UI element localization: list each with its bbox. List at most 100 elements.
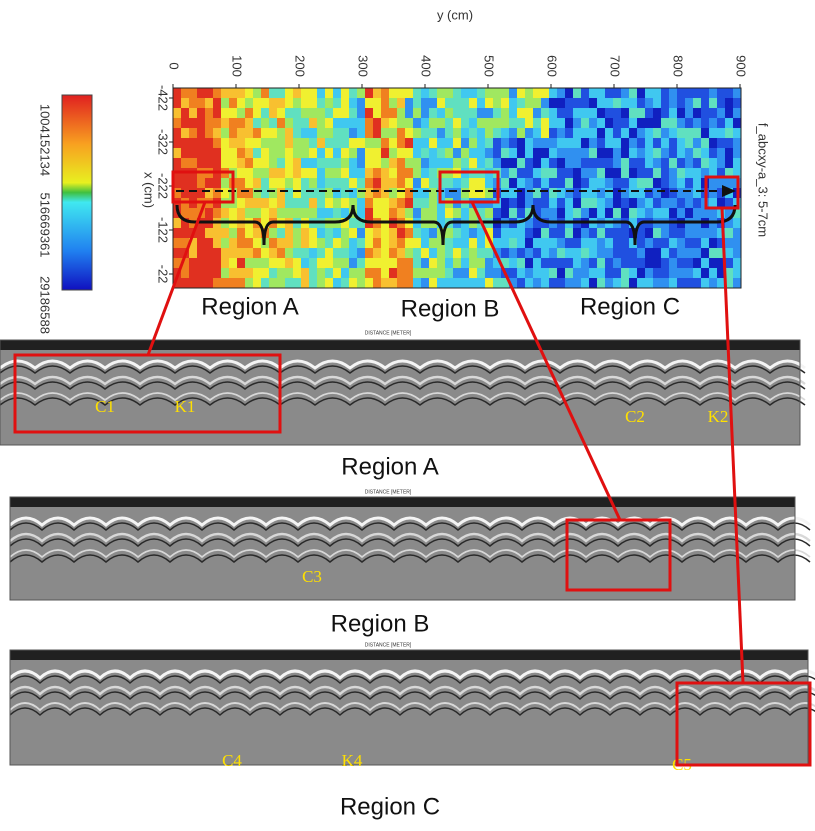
heatmap-cell bbox=[677, 188, 685, 198]
heatmap-cell bbox=[261, 268, 269, 278]
heatmap-cell bbox=[685, 108, 693, 118]
y-tick-label: 0 bbox=[167, 62, 182, 69]
heatmap-cell bbox=[525, 88, 533, 98]
heatmap-cell bbox=[173, 278, 181, 288]
heatmap-cell bbox=[589, 228, 597, 238]
heatmap-cell bbox=[589, 108, 597, 118]
heatmap-cell bbox=[293, 108, 301, 118]
heatmap-cell bbox=[549, 168, 557, 178]
heatmap-cell bbox=[245, 138, 253, 148]
heatmap-cell bbox=[365, 208, 373, 218]
heatmap-cell bbox=[605, 248, 613, 258]
x-tick-label: -322 bbox=[156, 129, 171, 155]
heatmap-cell bbox=[581, 118, 589, 128]
heatmap-cell bbox=[437, 128, 445, 138]
heatmap-cell bbox=[549, 148, 557, 158]
heatmap-cell bbox=[213, 108, 221, 118]
heatmap-cell bbox=[645, 238, 653, 248]
heatmap-cell bbox=[213, 88, 221, 98]
heatmap-cell bbox=[213, 118, 221, 128]
heatmap-cell bbox=[181, 158, 189, 168]
heatmap-cell bbox=[637, 278, 645, 288]
heatmap-cell bbox=[325, 278, 333, 288]
heatmap-cell bbox=[645, 188, 653, 198]
heatmap-cell bbox=[437, 138, 445, 148]
heatmap-cell bbox=[189, 278, 197, 288]
heatmap-cell bbox=[293, 198, 301, 208]
heatmap-cell bbox=[221, 158, 229, 168]
heatmap-cell bbox=[333, 198, 341, 208]
heatmap-cell bbox=[661, 148, 669, 158]
heatmap-cell bbox=[405, 208, 413, 218]
heatmap-cell bbox=[309, 238, 317, 248]
heatmap-cell bbox=[245, 198, 253, 208]
heatmap-cell bbox=[309, 128, 317, 138]
heatmap-cell bbox=[421, 138, 429, 148]
heatmap-cell bbox=[701, 128, 709, 138]
heatmap-cell bbox=[645, 108, 653, 118]
heatmap-cell bbox=[533, 88, 541, 98]
heatmap-cell bbox=[357, 168, 365, 178]
heatmap-cell bbox=[717, 238, 725, 248]
heatmap-cell bbox=[597, 198, 605, 208]
heatmap-cell bbox=[261, 118, 269, 128]
heatmap-cell bbox=[677, 158, 685, 168]
heatmap-cell bbox=[501, 198, 509, 208]
heatmap-cell bbox=[213, 248, 221, 258]
heatmap-cell bbox=[285, 168, 293, 178]
reflection bbox=[0, 392, 806, 402]
heatmap-cell bbox=[549, 188, 557, 198]
heatmap-cell bbox=[349, 218, 357, 228]
heatmap-cell bbox=[461, 278, 469, 288]
heatmap-cell bbox=[597, 148, 605, 158]
heatmap-cell bbox=[589, 138, 597, 148]
heatmap-cell bbox=[405, 238, 413, 248]
heatmap-cell bbox=[189, 98, 197, 108]
heatmap-cell bbox=[269, 258, 277, 268]
heatmap-cell bbox=[501, 88, 509, 98]
heatmap-cell bbox=[589, 118, 597, 128]
heatmap-cell bbox=[197, 148, 205, 158]
heatmap-cell bbox=[525, 258, 533, 268]
heatmap-cell bbox=[485, 208, 493, 218]
heatmap-cell bbox=[293, 258, 301, 268]
heatmap-cell bbox=[485, 178, 493, 188]
heatmap-cell bbox=[253, 168, 261, 178]
heatmap-cell bbox=[213, 268, 221, 278]
heatmap-cell bbox=[717, 198, 725, 208]
heatmap-cell bbox=[565, 138, 573, 148]
heatmap-cell bbox=[205, 108, 213, 118]
heatmap-cell bbox=[477, 118, 485, 128]
heatmap-cell bbox=[461, 138, 469, 148]
heatmap-cell bbox=[653, 88, 661, 98]
heatmap-cell bbox=[701, 168, 709, 178]
heatmap-cell bbox=[549, 88, 557, 98]
heatmap-cell bbox=[461, 268, 469, 278]
heatmap-cell bbox=[237, 108, 245, 118]
heatmap-cell bbox=[293, 208, 301, 218]
heatmap-cell bbox=[189, 208, 197, 218]
heatmap-cell bbox=[693, 248, 701, 258]
heatmap-cell bbox=[637, 208, 645, 218]
heatmap-cell bbox=[629, 208, 637, 218]
heatmap-cell bbox=[405, 108, 413, 118]
heatmap-cell bbox=[613, 98, 621, 108]
heatmap-cell bbox=[397, 268, 405, 278]
heatmap-cell bbox=[477, 238, 485, 248]
heatmap-cell bbox=[709, 258, 717, 268]
heatmap-cell bbox=[597, 188, 605, 198]
heatmap-cell bbox=[717, 188, 725, 198]
heatmap-cell bbox=[245, 258, 253, 268]
heatmap-cell bbox=[733, 278, 741, 288]
heatmap-cell bbox=[685, 168, 693, 178]
heatmap-cell bbox=[309, 228, 317, 238]
heatmap-cell bbox=[677, 178, 685, 188]
feature-label: C4 bbox=[222, 751, 242, 770]
heatmap-cell bbox=[477, 128, 485, 138]
heatmap-cell bbox=[717, 128, 725, 138]
heatmap-cell bbox=[509, 188, 517, 198]
heatmap-cell bbox=[469, 88, 477, 98]
heatmap-cell bbox=[493, 98, 501, 108]
heatmap-cell bbox=[629, 258, 637, 268]
